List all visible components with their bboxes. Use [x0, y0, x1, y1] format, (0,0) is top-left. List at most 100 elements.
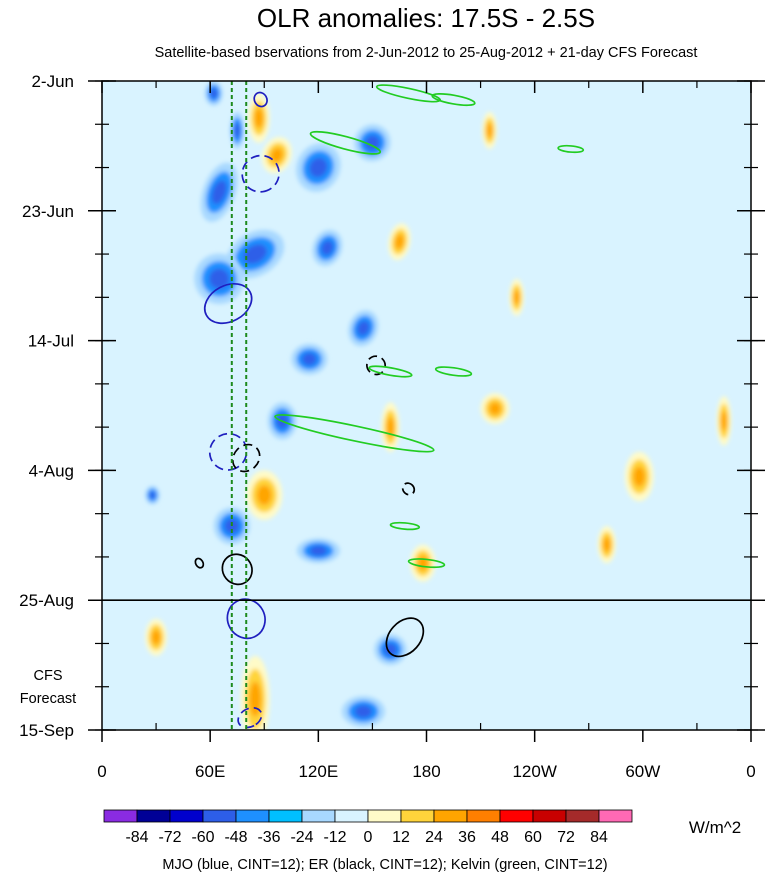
plot-background [102, 81, 751, 730]
colorbar-units: W/m^2 [689, 818, 741, 837]
y-tick-label-5: 15-Sep [19, 721, 74, 740]
y-axis: 2-Jun 23-Jun 14-Jul 4-Aug 25-Aug 15-Sep [19, 72, 765, 740]
colorbar-label-3: -48 [224, 829, 247, 846]
anomaly-positive-18 [388, 223, 411, 261]
anomaly-negative-0 [204, 81, 223, 106]
anomaly-positive-20-band-2 [417, 555, 428, 571]
colorbar-swatch-7 [334, 809, 369, 823]
anomaly-field [145, 81, 732, 730]
colorbar-swatch-0 [103, 809, 138, 823]
er-contour-7 [366, 355, 387, 376]
x-tick-label-3: 180 [412, 762, 440, 781]
anomaly-positive-23-band-2 [633, 466, 645, 487]
anomaly-negative-10-band-2 [309, 545, 327, 556]
colorbar-label-11: 48 [491, 829, 509, 846]
colorbar-swatch-15 [598, 809, 633, 823]
colorbar-label-5: -24 [290, 829, 313, 846]
colorbar-label-1: -72 [158, 829, 181, 846]
anomaly-negative-2 [200, 162, 238, 222]
anomaly-positive-20 [410, 544, 436, 582]
colorbar-swatch-5 [268, 809, 303, 823]
anomaly-negative-3-band-2 [243, 244, 267, 264]
anomaly-negative-8-band-2 [365, 135, 380, 151]
x-tick-label-5: 60W [625, 762, 660, 781]
x-tick-label-2: 120E [298, 762, 338, 781]
anomaly-negative-0-band-2 [210, 88, 218, 99]
chart-subtitle: Satellite-based bservations from 2-Jun-2… [155, 45, 698, 61]
colorbar-label-0: -84 [125, 829, 148, 846]
wave-contours [194, 84, 585, 729]
colorbar-label-9: 24 [425, 829, 443, 846]
y-tick-label-0: 2-Jun [31, 72, 74, 91]
anomaly-negative-15 [291, 343, 328, 375]
colorbar-label-7: 0 [364, 829, 373, 846]
forecast-label-line2: Forecast [20, 691, 76, 707]
colorbar-label-2: -60 [191, 829, 214, 846]
anomaly-positive-22-band-2 [257, 485, 272, 506]
forecast-label-line1: CFS [34, 668, 63, 684]
anomaly-negative-1 [229, 111, 245, 149]
anomaly-negative-15-band-2 [302, 352, 317, 366]
anomaly-negative-12 [374, 634, 407, 666]
anomaly-negative-13 [341, 696, 386, 727]
colorbar-label-6: -12 [323, 829, 346, 846]
anomaly-negative-9 [213, 507, 250, 545]
colorbar-swatch-8 [367, 809, 402, 823]
kelvin-contour-20 [407, 558, 446, 569]
anomaly-negative-13-band-2 [354, 705, 373, 718]
mjo-contour-4 [226, 598, 266, 640]
er-contour-8 [401, 482, 416, 496]
anomaly-positive-28 [482, 111, 497, 149]
colorbar-swatch-1 [136, 809, 171, 823]
colorbar-swatch-12 [499, 809, 534, 823]
anomaly-positive-18-band-2 [395, 234, 404, 250]
anomaly-negative-7 [348, 310, 379, 347]
anomaly-negative-1-band-2 [234, 123, 241, 138]
chart-title: OLR anomalies: 17.5S - 2.5S [257, 3, 595, 33]
anomaly-positive-24-band-2 [603, 537, 611, 552]
anomaly-negative-4-band-2 [209, 268, 230, 289]
colorbar: -84 -72 -60 -48 -36 -24 -12 0 12 24 36 48 60 72 84 [103, 809, 633, 846]
er-contour-6 [231, 443, 261, 473]
colorbar-label-14: 84 [590, 829, 608, 846]
colorbar-label-10: 36 [458, 829, 476, 846]
anomaly-positive-21-band-2 [249, 681, 262, 717]
colorbar-swatch-10 [433, 809, 468, 823]
mjo-contour-0 [203, 282, 253, 325]
anomaly-positive-19 [381, 402, 400, 452]
anomaly-negative-10 [296, 538, 340, 564]
x-tick-label-0: 0 [97, 762, 106, 781]
kelvin-contour-17 [368, 365, 413, 378]
colorbar-swatch-13 [532, 809, 567, 823]
anomaly-negative-9-band-2 [224, 518, 240, 534]
anomaly-negative-2-band-2 [211, 180, 227, 205]
mjo-contour-3 [208, 432, 248, 471]
anomaly-positive-27-band-2 [721, 411, 727, 431]
mjo-contour-5 [237, 706, 263, 729]
anomaly-negative-6 [312, 229, 343, 266]
anomaly-positive-17-band-2 [270, 147, 283, 163]
mjo-contour-2 [253, 91, 268, 108]
anomaly-positive-28-band-2 [486, 123, 493, 138]
anomaly-negative-5-band-2 [309, 157, 328, 178]
anomaly-positive-21 [240, 655, 270, 730]
colorbar-swatch-14 [565, 809, 600, 823]
anomaly-positive-29-band-2 [513, 289, 520, 305]
anomaly-negative-7-band-2 [357, 320, 370, 336]
colorbar-label-12: 60 [524, 829, 542, 846]
anomaly-positive-25-band-2 [489, 402, 501, 415]
colorbar-swatch-2 [169, 809, 204, 823]
y-tick-label-2: 14-Jul [28, 332, 74, 351]
kelvin-contour-18 [434, 366, 473, 377]
anomaly-positive-19-band-2 [386, 417, 395, 438]
y-tick-label-1: 23-Jun [22, 202, 74, 221]
anomaly-negative-6-band-2 [321, 240, 334, 256]
anomaly-positive-22 [246, 470, 283, 520]
anomaly-positive-26 [145, 618, 167, 656]
plot-area [101, 80, 752, 731]
kelvin-contour-15 [557, 144, 585, 154]
mjo-contour-1 [241, 154, 280, 193]
colorbar-label-13: 72 [557, 829, 575, 846]
kelvin-contour-16 [274, 414, 435, 453]
y-tick-label-4: 25-Aug [19, 591, 74, 610]
